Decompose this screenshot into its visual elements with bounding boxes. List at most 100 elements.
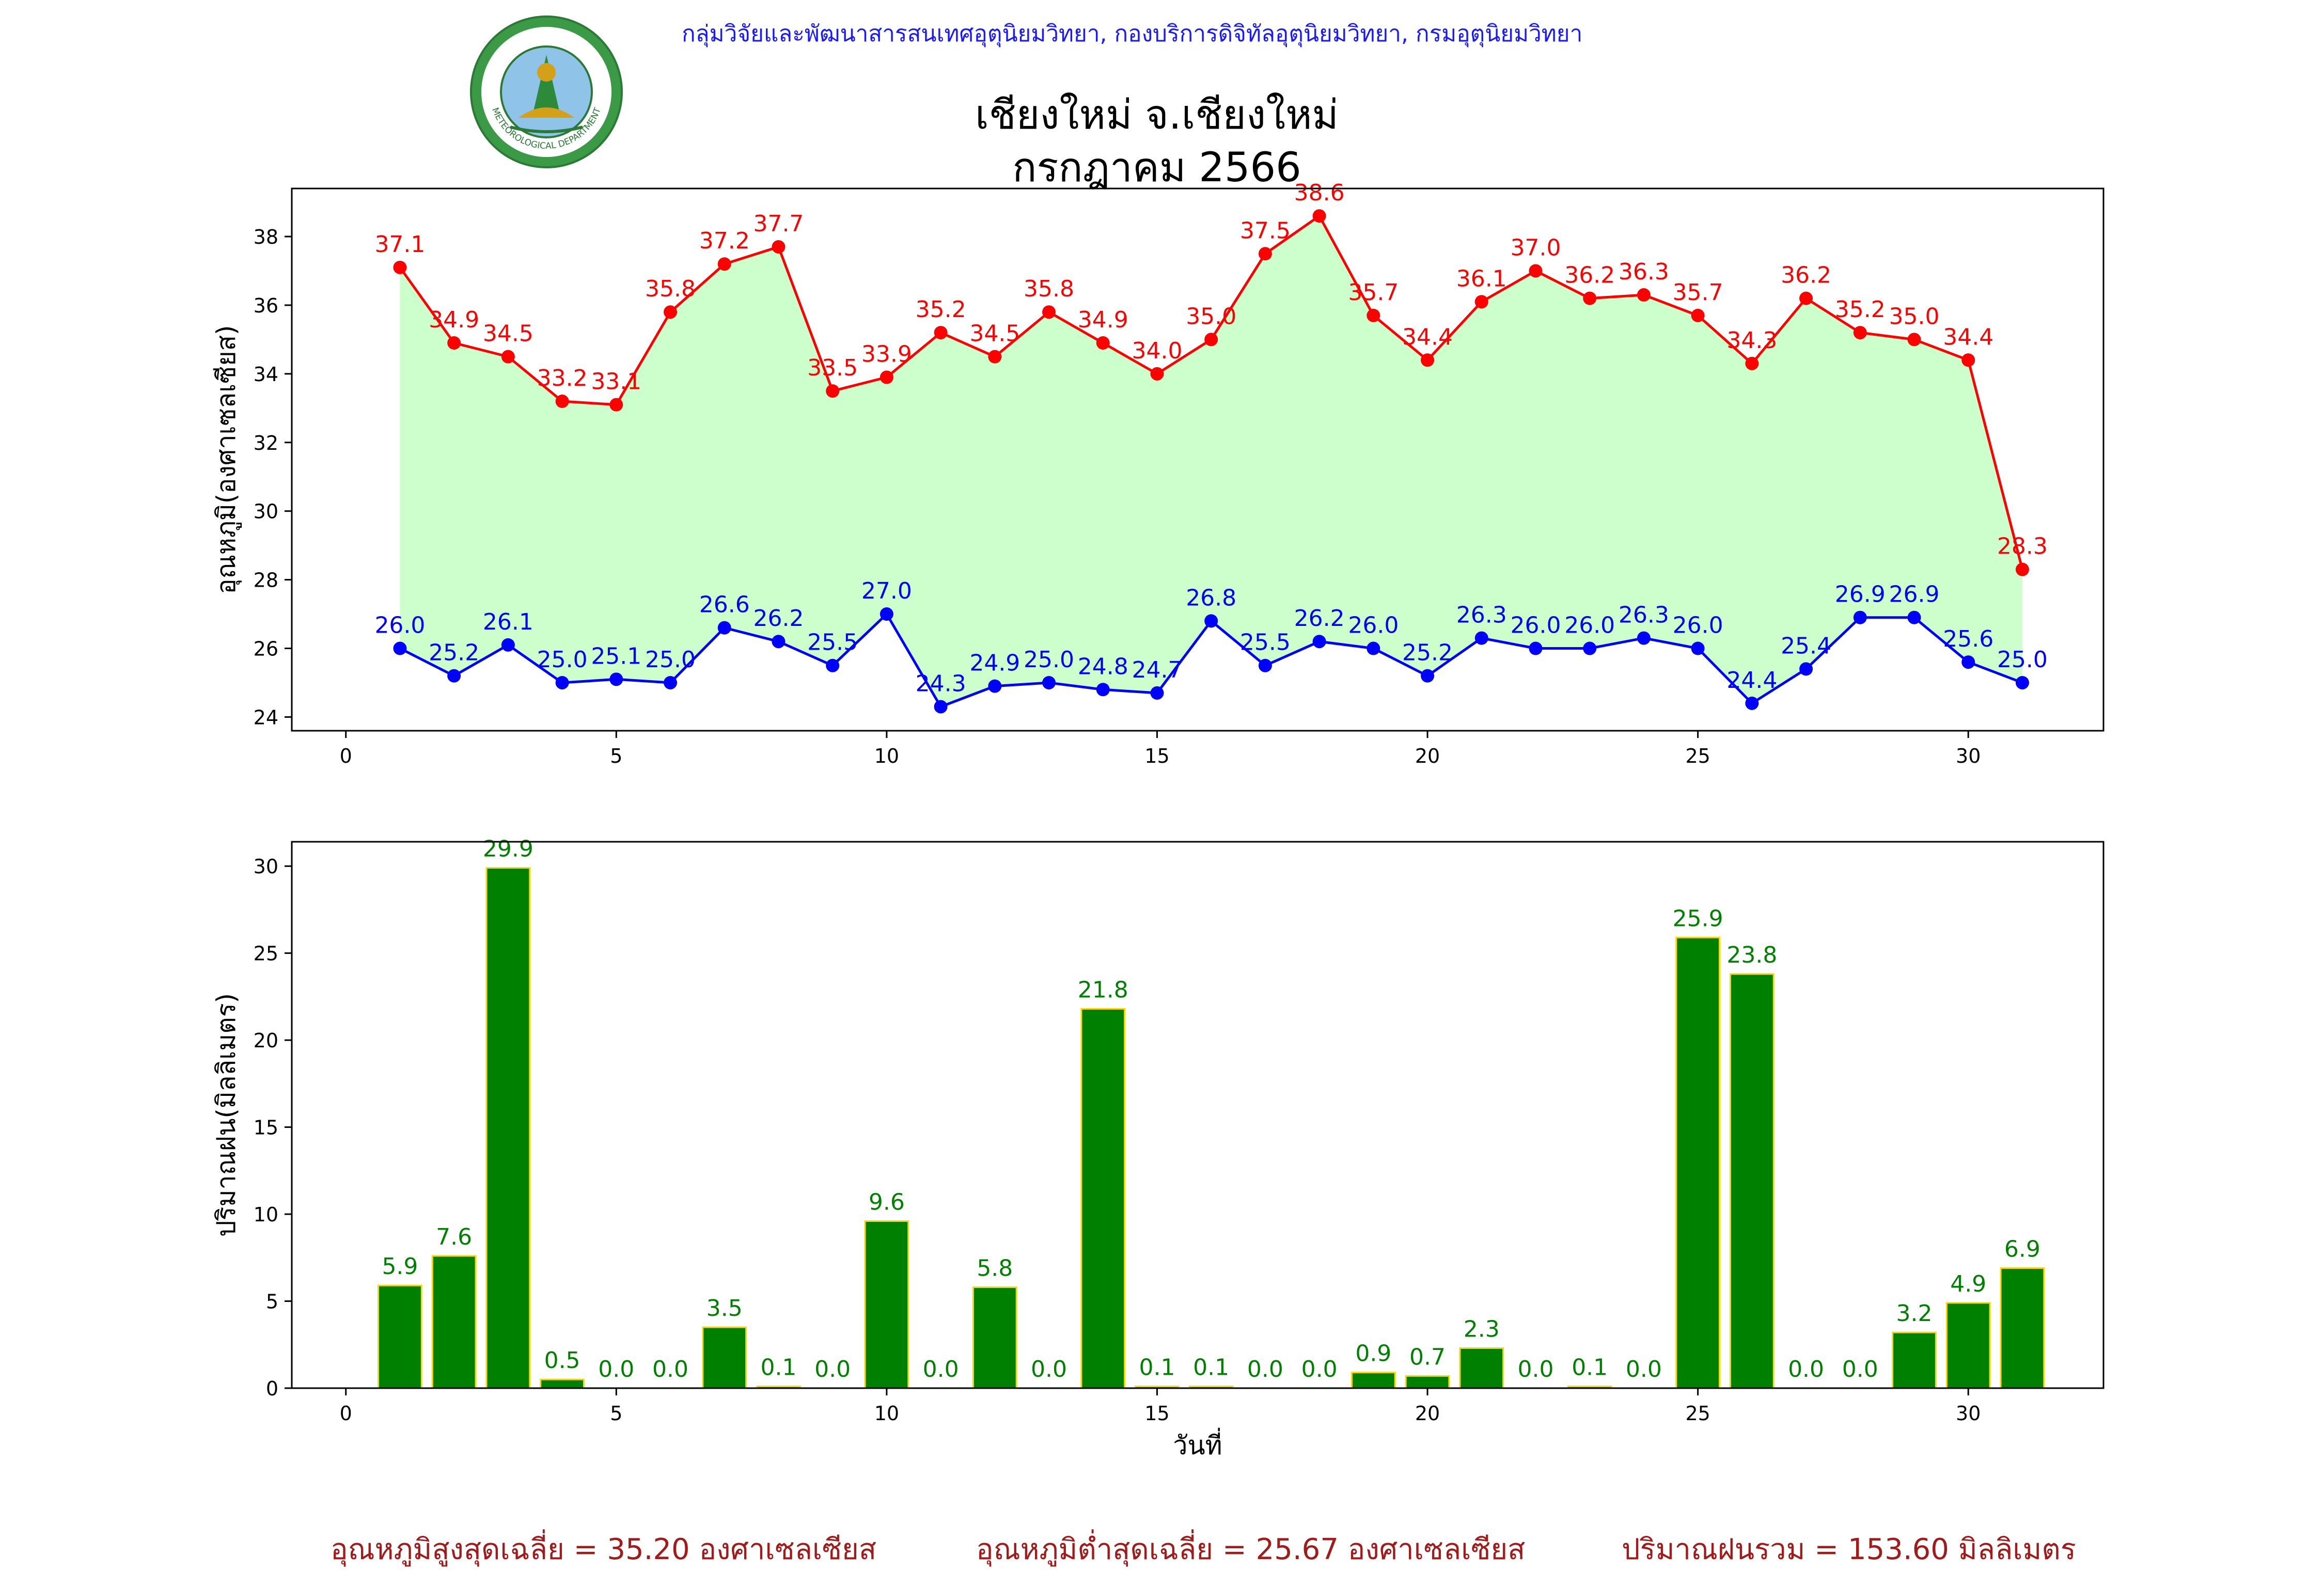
min-temp-point xyxy=(447,669,461,683)
x-tick-label: 30 xyxy=(1956,1402,1981,1425)
max-temp-data-label: 35.7 xyxy=(1673,279,1723,306)
agency-caption: กลุ่มวิจัยและพัฒนาสารสนเทศอุตุนิยมวิทยา,… xyxy=(682,21,1583,47)
rain-data-label: 0.0 xyxy=(1301,1356,1338,1382)
max-temp-point xyxy=(1367,308,1380,322)
min-temp-data-label: 26.2 xyxy=(753,605,804,632)
min-temp-data-label: 26.0 xyxy=(1348,612,1399,639)
rain-bar xyxy=(1675,936,1721,1389)
rain-data-label: 0.0 xyxy=(1517,1356,1553,1382)
min-temp-point xyxy=(1529,641,1543,655)
max-temp-point xyxy=(717,257,731,271)
max-temp-point xyxy=(1421,353,1435,367)
rain-bar xyxy=(2000,1267,2045,1389)
max-temp-data-label: 37.0 xyxy=(1510,234,1561,261)
rain-data-label: 0.0 xyxy=(923,1356,959,1382)
rain-data-label: 29.9 xyxy=(483,836,533,862)
y-tick-label: 32 xyxy=(254,432,278,454)
min-temp-point xyxy=(501,638,515,652)
max-temp-point xyxy=(555,395,569,408)
x-tick-label: 25 xyxy=(1685,1402,1710,1425)
max-temp-point xyxy=(2015,562,2029,576)
x-axis-label: วันที่ xyxy=(1173,1428,1222,1460)
min-temp-point xyxy=(826,658,840,672)
x-tick-label: 20 xyxy=(1415,1402,1440,1425)
min-temp-data-label: 25.0 xyxy=(645,647,696,673)
max-temp-point xyxy=(826,384,840,398)
rain-data-label: 3.2 xyxy=(1896,1300,1933,1327)
min-temp-data-label: 26.0 xyxy=(1510,612,1561,639)
y-tick-label: 26 xyxy=(254,638,278,661)
y-tick-label: 10 xyxy=(254,1203,278,1226)
min-temp-data-label: 26.0 xyxy=(374,612,425,639)
max-temp-point xyxy=(1799,291,1813,305)
rain-bar xyxy=(702,1326,747,1389)
rain-data-label: 0.1 xyxy=(1139,1355,1175,1381)
max-temp-data-label: 36.2 xyxy=(1781,262,1831,289)
max-temp-data-label: 35.7 xyxy=(1348,279,1399,306)
min-temp-point xyxy=(1961,655,1975,669)
max-temp-data-label: 34.3 xyxy=(1726,327,1777,354)
max-temp-data-label: 34.9 xyxy=(1078,307,1128,333)
rain-bar xyxy=(972,1286,1017,1389)
min-temp-data-label: 26.9 xyxy=(1835,581,1886,608)
min-temp-data-label: 24.4 xyxy=(1726,667,1777,694)
min-temp-data-label: 26.6 xyxy=(699,592,750,618)
rain-data-label: 0.7 xyxy=(1409,1344,1446,1370)
rain-data-label: 21.8 xyxy=(1078,977,1128,1003)
max-temp-point xyxy=(1853,326,1867,340)
plot-frame xyxy=(291,841,2105,1389)
rain-bar xyxy=(485,867,531,1389)
y-tick-label: 20 xyxy=(254,1029,278,1052)
max-temp-point xyxy=(1312,209,1326,223)
min-temp-data-label: 26.2 xyxy=(1294,605,1345,632)
rain-data-label: 0.1 xyxy=(760,1355,796,1381)
min-temp-data-label: 24.9 xyxy=(969,650,1020,677)
min-temp-data-label: 25.1 xyxy=(591,643,641,669)
rain-bar xyxy=(1351,1372,1396,1389)
rain-data-label: 7.6 xyxy=(436,1224,472,1250)
max-temp-point xyxy=(772,240,786,254)
rain-data-label: 23.8 xyxy=(1726,942,1777,968)
min-temp-data-label: 27.0 xyxy=(861,578,912,604)
min-temp-data-label: 26.0 xyxy=(1673,612,1723,639)
min-temp-point xyxy=(664,675,678,689)
max-temp-point xyxy=(1258,247,1272,261)
min-temp-point xyxy=(609,672,623,686)
max-temp-data-label: 33.2 xyxy=(537,365,588,391)
min-temp-data-label: 25.0 xyxy=(537,647,588,673)
max-temp-point xyxy=(1096,336,1110,350)
min-temp-point xyxy=(2015,675,2029,689)
min-temp-point xyxy=(1096,683,1110,697)
max-temp-data-label: 33.5 xyxy=(807,355,858,381)
max-temp-data-label: 35.2 xyxy=(1835,296,1886,323)
max-temp-data-label: 34.0 xyxy=(1132,338,1182,364)
rain-data-label: 0.0 xyxy=(814,1356,851,1382)
max-temp-point xyxy=(1583,291,1597,305)
min-temp-point xyxy=(1367,641,1380,655)
x-tick-label: 5 xyxy=(610,1402,622,1425)
y-tick-label: 30 xyxy=(254,855,278,878)
y-tick-label: 5 xyxy=(266,1291,278,1313)
y-axis-label: อุณหภูมิ(องศาเซลเซียส) xyxy=(211,325,242,594)
min-temp-point xyxy=(1583,641,1597,655)
max-temp-point xyxy=(934,326,948,340)
rain-bar xyxy=(864,1220,909,1389)
max-temp-data-label: 34.5 xyxy=(969,321,1020,347)
rain-data-label: 0.9 xyxy=(1355,1341,1391,1367)
max-temp-data-label: 37.1 xyxy=(374,231,425,258)
max-temp-data-label: 35.2 xyxy=(916,296,966,323)
temperature-chart: 37.134.934.533.2 33.135.837.237.733.533.9… xyxy=(211,180,2105,767)
min-temp-point xyxy=(934,700,948,714)
min-temp-point xyxy=(1312,635,1326,649)
rain-bar xyxy=(1405,1375,1450,1389)
y-tick-label: 28 xyxy=(254,569,278,592)
x-tick-label: 30 xyxy=(1956,745,1981,767)
rain-data-label: 0.0 xyxy=(1842,1356,1878,1382)
y-tick-label: 36 xyxy=(254,294,278,317)
y-tick-label: 38 xyxy=(254,226,278,248)
rain-data-label: 0.1 xyxy=(1193,1355,1229,1381)
chart-title-station: เชียงใหม่ จ.เชียงใหม่ xyxy=(975,92,1339,138)
rain-data-label: 5.9 xyxy=(382,1253,418,1280)
x-tick-label: 15 xyxy=(1144,745,1169,767)
